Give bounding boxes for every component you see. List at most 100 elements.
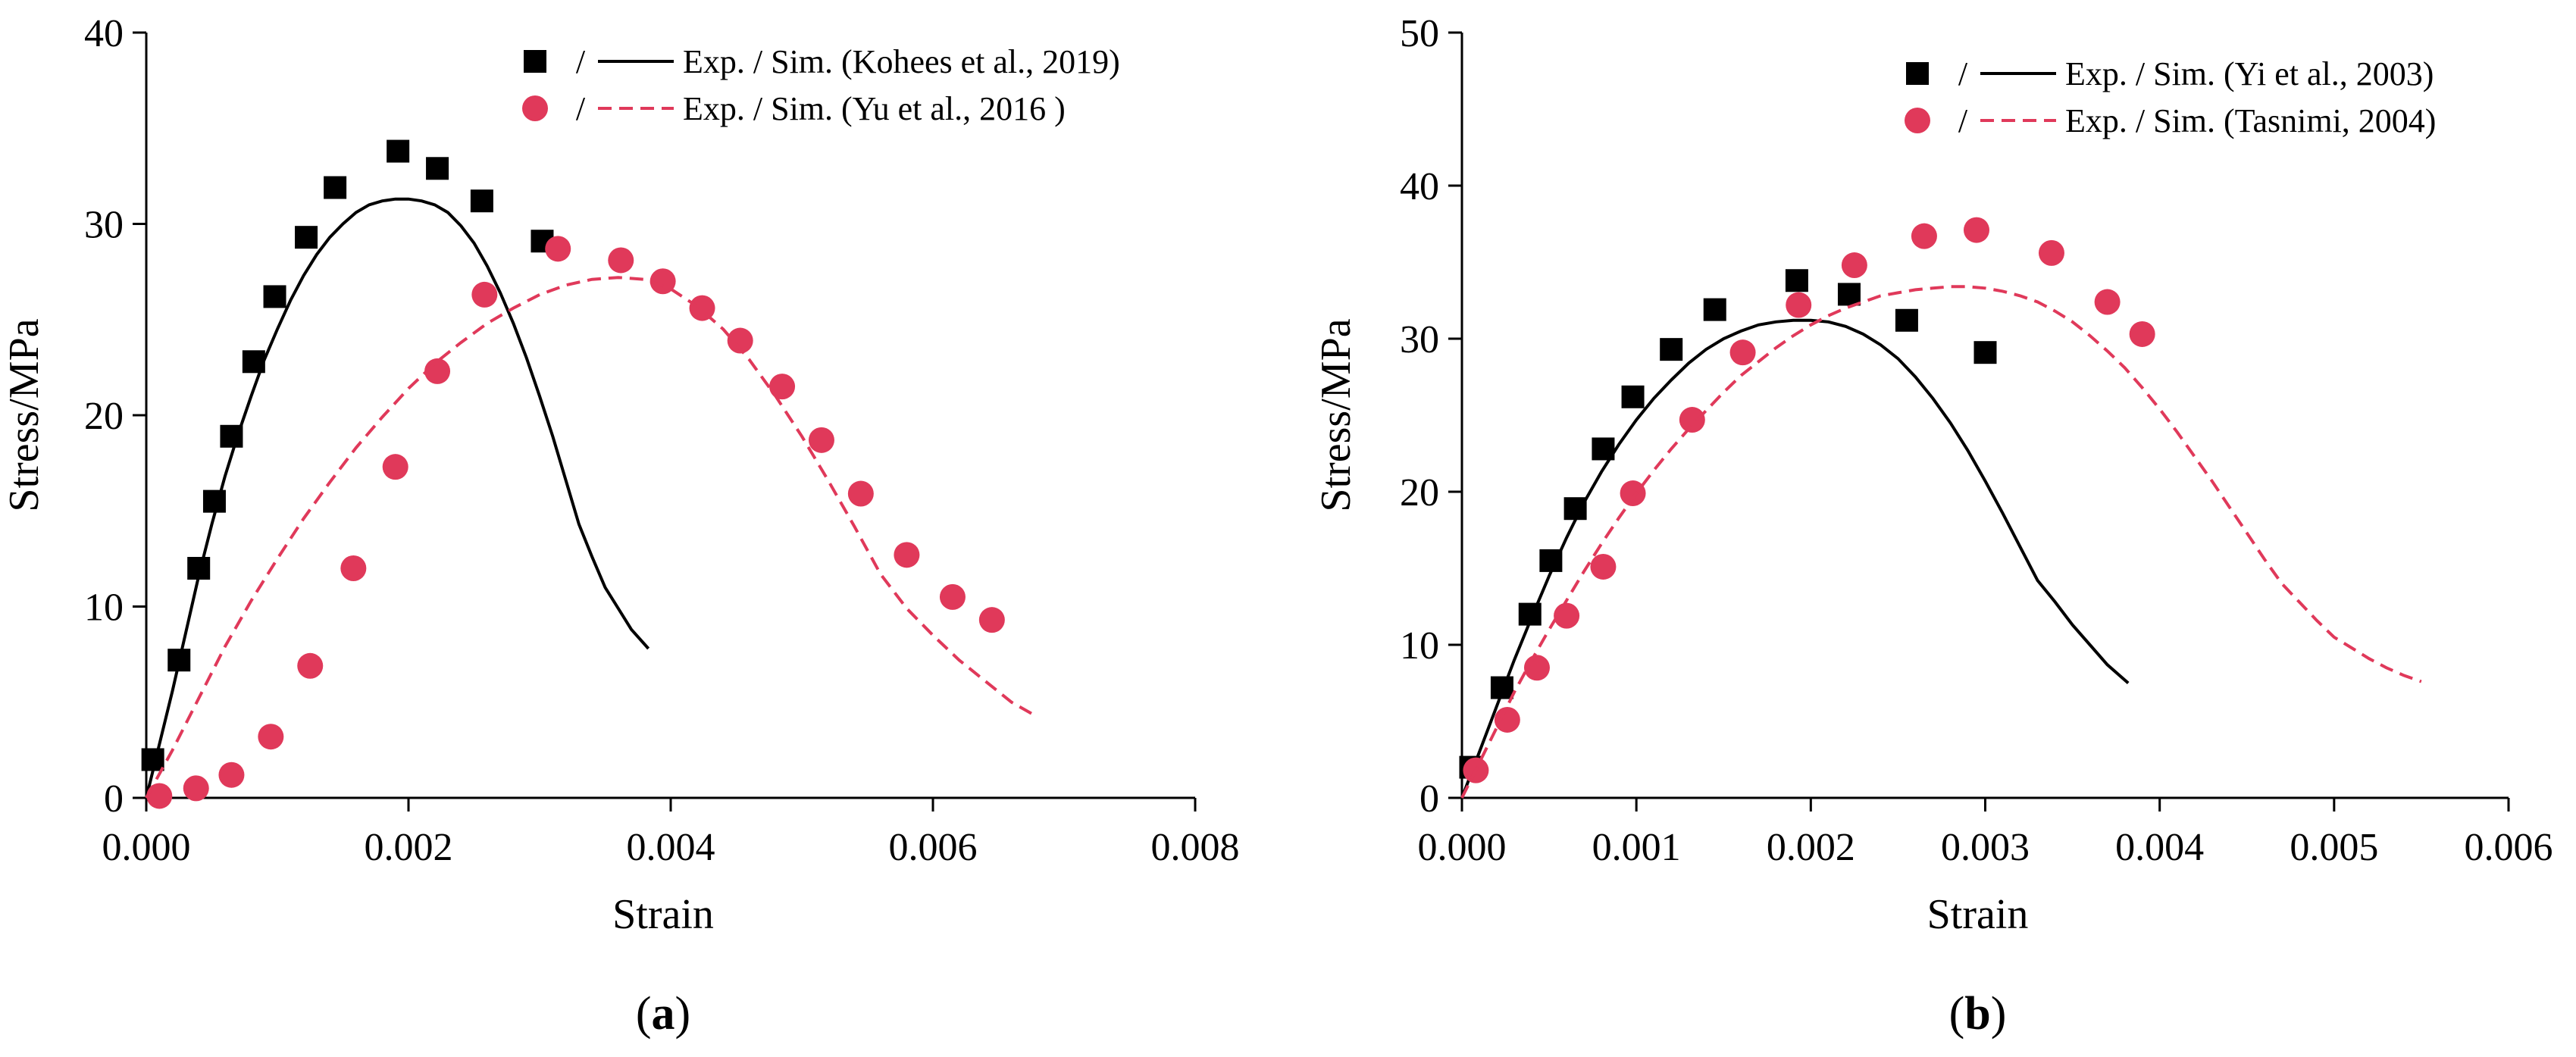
panel-a-point-circle [183, 775, 209, 802]
panel-b-x-tick-label: 0.006 [2465, 826, 2553, 869]
panel-a-x-tick-label: 0.002 [365, 826, 453, 869]
panel-b-x-axis-title: Strain [1927, 891, 2029, 938]
panel-a-label: (a) [636, 988, 690, 1040]
panel-a-label-letter: a [652, 988, 675, 1040]
panel-b-point-circle [1911, 223, 1937, 249]
panel-a-point-circle [978, 607, 1005, 633]
panel-b-point-circle [1523, 655, 1550, 681]
panel-a-point-square [426, 157, 449, 180]
panel-a-legend-separator: / [576, 43, 586, 80]
panel-b-point-square [1785, 269, 1808, 292]
panel-a-y-tick-label: 0 [104, 777, 124, 821]
panel-b-point-square [1621, 385, 1645, 408]
panel-b-label: (b) [1949, 988, 2007, 1040]
panel-b-y-tick-label: 40 [1400, 165, 1439, 208]
panel-a-y-tick-label: 10 [84, 586, 124, 630]
panel-a-point-circle [146, 783, 173, 809]
panel-a-x-axis-title: Strain [612, 891, 714, 938]
panel-b-series-line-1 [1460, 318, 2130, 799]
panel-a-point-circle [545, 236, 571, 262]
panel-b-x-tick-label: 0.002 [1767, 826, 1855, 869]
panel-b-point-circle [2038, 239, 2064, 266]
panel-a-series-line-1 [145, 197, 650, 799]
panel-b-point-circle [1679, 407, 1705, 433]
panel-a-point-circle [727, 327, 753, 354]
panel-b-x-tick-label: 0.003 [1941, 826, 2030, 869]
panel-b-legend-label: Exp. / Sim. (Tasnimi, 2004) [2065, 102, 2436, 139]
panel-b-legend-label: Exp. / Sim. (Yi et al., 2003) [2065, 55, 2434, 92]
panel-a-point-circle [769, 374, 796, 400]
panel-b-point-square [1660, 338, 1683, 361]
panel-a-legend-separator: / [576, 90, 586, 127]
panel-b-x-tick-label: 0.005 [2290, 826, 2378, 869]
panel-b-y-tick-label: 20 [1400, 471, 1439, 514]
panel-b-legend-marker-circle [1905, 108, 1930, 133]
panel-a-point-circle [894, 542, 920, 568]
panel-a-legend-label: Exp. / Sim. (Yu et al., 2016 ) [683, 90, 1066, 127]
panel-a-legend-label: Exp. / Sim. (Kohees et al., 2019) [683, 43, 1120, 80]
panel-b-point-circle [1963, 217, 1989, 243]
panel-a-point-circle [340, 555, 367, 581]
panel-a-point-square [202, 489, 226, 513]
panel-a-y-axis-title: Stress/MPa [1, 318, 48, 511]
panel-a-point-circle [258, 724, 284, 750]
panel-a-point-square [324, 176, 347, 199]
panel-a-x-tick-label: 0.008 [1151, 826, 1240, 869]
panel-b-legend-separator: / [1958, 102, 1968, 139]
panel-b-point-square [1837, 283, 1861, 306]
panel-b-point-square [1895, 308, 1918, 332]
panel-a-point-circle [297, 652, 324, 679]
panel-a-legend-marker-circle [522, 95, 548, 121]
panel-b-y-tick-label: 10 [1400, 624, 1439, 668]
panel-b-point-circle [1590, 553, 1617, 580]
panel-b-point-square [1563, 497, 1587, 521]
panel-a-x-tick-label: 0.000 [102, 826, 191, 869]
panel-a-point-circle [608, 247, 634, 274]
panel-b-y-tick-label: 30 [1400, 318, 1439, 361]
panel-b-x-tick-label: 0.001 [1592, 826, 1681, 869]
panel-b-point-circle [2094, 289, 2121, 315]
panel-a-point-square [387, 139, 410, 163]
panel-a-point-circle [424, 358, 451, 384]
panel-a-series-line-3 [145, 276, 1036, 799]
panel-b-x-tick-label: 0.004 [2115, 826, 2204, 869]
panel-b-series-line-3 [1460, 285, 2422, 799]
panel-b-point-circle [1494, 706, 1520, 733]
panel-b-point-circle [1620, 480, 1646, 507]
panel-a-point-square [470, 189, 493, 213]
panel-a-x-tick-label: 0.006 [889, 826, 978, 869]
panel-a-y-tick-label: 20 [84, 395, 124, 438]
panel-a-label-close: ) [675, 988, 691, 1040]
panel-a-point-circle [649, 268, 676, 295]
panel-b-legend-separator: / [1958, 55, 1968, 92]
panel-a-point-circle [847, 480, 874, 507]
panel-b-label-letter: b [1964, 988, 1990, 1040]
panel-b-point-circle [1554, 602, 1580, 629]
panel-b-label-open: ( [1949, 988, 1965, 1040]
panel-a-y-tick-label: 30 [84, 204, 124, 247]
panel-b-chart: 0.000 0.001 0.002 0.003 0.004 0.005 0.006 0 10 20… [1313, 12, 2553, 1040]
panel-b-y-tick-label: 0 [1419, 777, 1439, 821]
panel-a-y-tick-label: 40 [84, 12, 124, 55]
panel-a-label-open: ( [636, 988, 652, 1040]
panel-a-point-circle [382, 454, 408, 480]
panel-b-x-tick-label: 0.000 [1418, 826, 1507, 869]
panel-b-point-circle [1729, 339, 1756, 366]
panel-b-point-circle [1786, 292, 1812, 318]
panel-b-legend-marker-square [1906, 62, 1929, 85]
panel-b-point-circle [1841, 252, 1867, 279]
panel-a-chart: 0.000 0.002 0.004 0.006 0.008 0 10 20 30 40 Strain… [1, 12, 1240, 1040]
panel-a-x-tick-label: 0.004 [627, 826, 715, 869]
panel-a-point-square [263, 285, 286, 308]
panel-b-y-axis-title: Stress/MPa [1313, 318, 1360, 511]
panel-a-legend-marker-square [524, 50, 546, 73]
panel-b-y-tick-label: 50 [1400, 12, 1439, 55]
panel-b-point-circle [2129, 321, 2155, 347]
panel-b-point-square [1703, 298, 1726, 321]
panel-a-point-square [295, 226, 318, 249]
panel-a-point-circle [808, 427, 834, 453]
panel-b-label-close: ) [1991, 988, 2007, 1040]
panel-a-point-circle [939, 583, 966, 610]
panel-a-point-circle [471, 281, 498, 308]
